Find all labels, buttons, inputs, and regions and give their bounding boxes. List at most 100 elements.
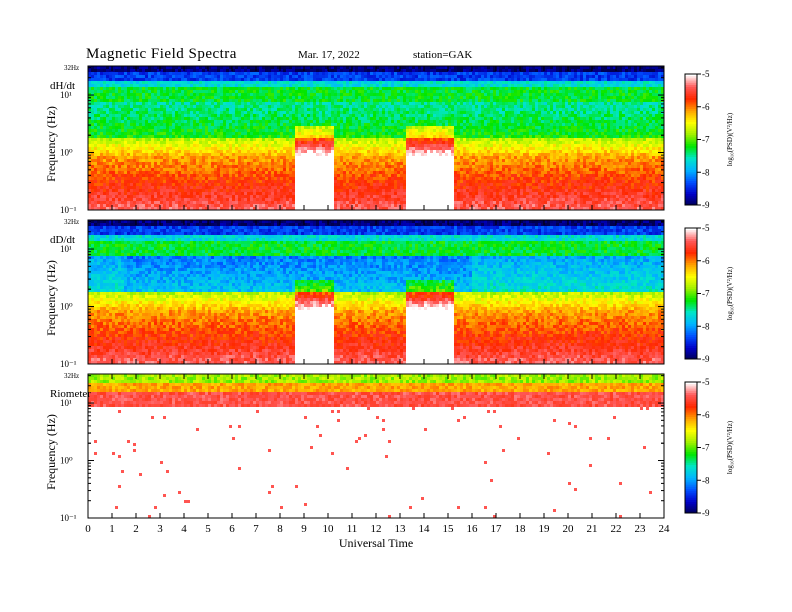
spectrogram-cell [172, 108, 176, 112]
spectrogram-cell [625, 123, 629, 127]
spectrogram-cell [619, 96, 623, 100]
spectrogram-cell [544, 66, 548, 70]
spectrogram-cell [430, 102, 434, 106]
spectrogram-cell [373, 114, 377, 118]
spectrogram-cell [331, 78, 335, 82]
spectrogram-cell [346, 69, 350, 73]
spectrogram-cell [520, 90, 524, 94]
spectrogram-cell [379, 96, 383, 100]
spectrogram-cell [640, 102, 644, 106]
spectrogram-cell [190, 117, 194, 121]
spectrogram-cell [622, 96, 626, 100]
spectrogram-cell [544, 117, 548, 121]
spectrogram-cell [625, 132, 629, 136]
spectrogram-cell [286, 99, 290, 103]
spectrogram-cell [133, 126, 137, 130]
spectrogram-cell [277, 93, 281, 97]
spectrogram-cell [406, 114, 410, 118]
spectrogram-cell [163, 126, 167, 130]
spectrogram-cell [160, 126, 164, 130]
spectrogram-cell [559, 120, 563, 124]
spectrogram-cell [373, 102, 377, 106]
spectrogram-cell [109, 114, 113, 118]
spectrogram-cell [520, 126, 524, 130]
spectrogram-cell [328, 90, 332, 94]
spectrogram-cell [136, 90, 140, 94]
spectrogram-cell [601, 81, 605, 85]
spectrogram-cell [583, 105, 587, 109]
spectrogram-cell [103, 75, 107, 79]
spectrogram-cell [157, 108, 161, 112]
spectrogram-cell [223, 129, 227, 133]
spectrogram-cell [94, 123, 98, 127]
spectrogram-cell [214, 114, 218, 118]
spectrogram-cell [475, 138, 479, 142]
spectrogram-cell [544, 102, 548, 106]
spectrogram-cell [622, 111, 626, 115]
spectrogram-cell [568, 87, 572, 91]
spectrogram-cell [481, 81, 485, 85]
spectrogram-cell [244, 93, 248, 97]
spectrogram-cell [562, 117, 566, 121]
spectrogram-cell [130, 66, 134, 70]
spectrogram-cell [184, 84, 188, 88]
spectrogram-cell [331, 138, 335, 142]
spectrogram-cell [220, 90, 224, 94]
spectrogram-cell [469, 114, 473, 118]
spectrogram-cell [286, 114, 290, 118]
spectrogram-cell [262, 120, 266, 124]
spectrogram-cell [517, 126, 521, 130]
spectrogram-cell [385, 99, 389, 103]
spectrogram-cell [331, 66, 335, 70]
spectrogram-cell [487, 99, 491, 103]
spectrogram-cell [490, 84, 494, 88]
spectrogram-cell [166, 102, 170, 106]
spectrogram-cell [628, 75, 632, 79]
spectrogram-cell [91, 90, 95, 94]
spectrogram-cell [133, 111, 137, 115]
spectrogram-cell [334, 132, 338, 136]
spectrogram-cell [145, 114, 149, 118]
spectrogram-cell [421, 132, 425, 136]
spectrogram-cell [91, 102, 95, 106]
spectrogram-cell [340, 111, 344, 115]
spectrogram-cell [331, 132, 335, 136]
spectrogram-cell [145, 129, 149, 133]
spectrogram-cell [454, 120, 458, 124]
spectrogram-cell [184, 138, 188, 142]
spectrogram-cell [580, 108, 584, 112]
spectrogram-cell [157, 75, 161, 79]
spectrogram-cell [241, 108, 245, 112]
spectrogram-cell [562, 96, 566, 100]
spectrogram-cell [577, 72, 581, 76]
spectrogram-cell [655, 84, 659, 88]
spectrogram-cell [457, 81, 461, 85]
spectrogram-cell [553, 84, 557, 88]
spectrogram-cell [319, 102, 323, 106]
spectrogram-cell [595, 99, 599, 103]
spectrogram-cell [91, 123, 95, 127]
spectrogram-cell [193, 90, 197, 94]
spectrogram-cell [517, 120, 521, 124]
spectrogram-cell [319, 129, 323, 133]
spectrogram-cell [319, 135, 323, 139]
spectrogram-cell [574, 138, 578, 142]
spectrogram-cell [94, 72, 98, 76]
spectrogram-cell [424, 123, 428, 127]
spectrogram-cell [658, 117, 662, 121]
spectrogram-cell [319, 93, 323, 97]
spectrogram-cell [595, 108, 599, 112]
spectrogram-cell [97, 90, 101, 94]
spectrogram-cell [649, 117, 653, 121]
spectrogram-cell [319, 75, 323, 79]
spectrogram-cell [286, 96, 290, 100]
spectrogram-cell [238, 105, 242, 109]
spectrogram-cell [292, 111, 296, 115]
spectrogram-cell [586, 111, 590, 115]
spectrogram-cell [151, 81, 155, 85]
spectrogram-cell [364, 84, 368, 88]
spectrogram-cell [193, 126, 197, 130]
spectrogram-cell [598, 96, 602, 100]
spectrogram-cell [121, 111, 125, 115]
spectrogram-cell [496, 72, 500, 76]
